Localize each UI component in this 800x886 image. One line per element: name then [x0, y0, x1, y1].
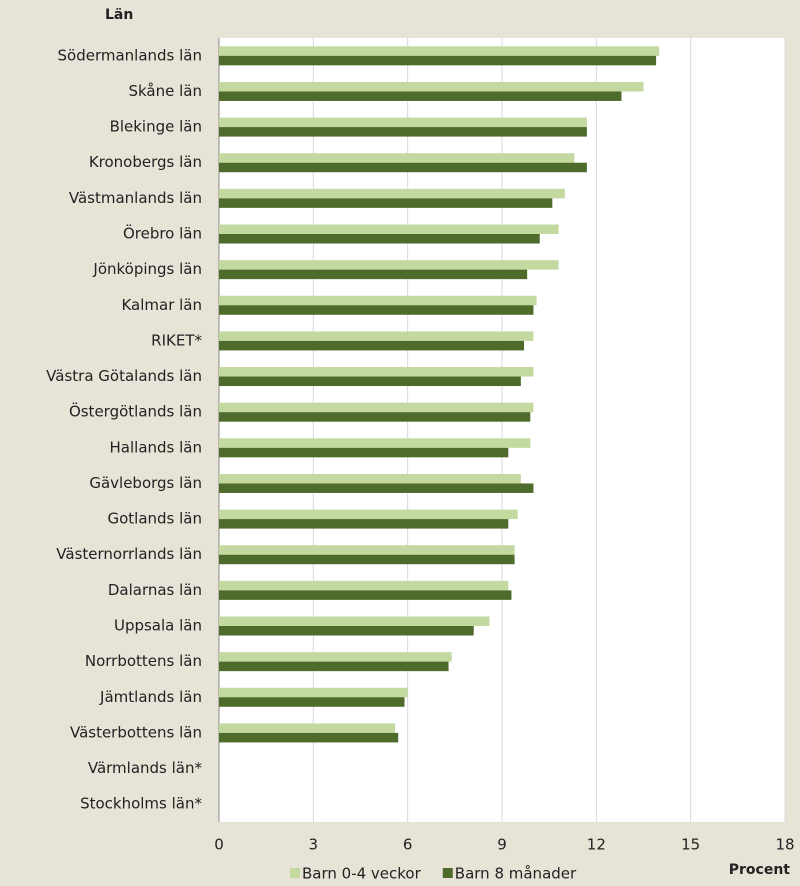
y-tick-label: Västernorrlands län — [56, 545, 202, 563]
bar — [219, 269, 528, 280]
bar — [219, 626, 474, 636]
legend-label: Barn 0-4 veckor — [302, 865, 422, 883]
y-tick-label: Gotlands län — [107, 510, 202, 528]
bar — [219, 234, 540, 244]
y-tick-label: Gävleborgs län — [89, 474, 202, 492]
bar — [219, 697, 405, 707]
y-tick-label: Kronobergs län — [89, 153, 202, 171]
bar — [219, 447, 509, 458]
x-tick-label: 3 — [309, 836, 319, 854]
y-tick-label: Örebro län — [123, 224, 202, 243]
x-tick-label: 18 — [775, 836, 794, 854]
bar — [219, 473, 521, 484]
y-tick-label: Norrbottens län — [85, 652, 202, 670]
bar — [219, 580, 509, 591]
y-tick-label: Stockholms län* — [80, 795, 202, 813]
x-tick-label: 12 — [587, 836, 606, 854]
y-tick-label: Östergötlands län — [69, 402, 202, 421]
bar — [219, 305, 534, 315]
bar — [219, 723, 396, 733]
bar — [219, 376, 521, 387]
bar — [219, 91, 622, 101]
bar — [219, 55, 657, 66]
bar — [219, 81, 644, 92]
y-tick-label: Västra Götalands län — [46, 367, 202, 385]
y-tick-label: Jönköpings län — [92, 260, 202, 278]
bar — [219, 162, 587, 173]
y-tick-label: Skåne län — [128, 82, 202, 100]
bar — [219, 117, 587, 128]
bar — [219, 509, 518, 520]
bar — [219, 732, 399, 743]
bar — [219, 260, 559, 270]
bar — [219, 295, 537, 306]
bar — [219, 519, 509, 529]
y-tick-label: RIKET* — [151, 331, 202, 349]
bar — [219, 661, 449, 672]
bar — [219, 554, 515, 565]
bar — [219, 483, 534, 493]
x-tick-label: 15 — [681, 836, 700, 854]
bar — [219, 616, 490, 626]
bar — [219, 153, 575, 163]
bar — [219, 331, 534, 341]
y-tick-label: Södermanlands län — [58, 46, 203, 64]
x-tick-label: 0 — [214, 836, 224, 854]
y-tick-label: Västerbottens län — [70, 723, 202, 741]
bar — [219, 188, 565, 199]
bar — [219, 412, 531, 422]
bar — [219, 652, 452, 662]
bar — [219, 438, 531, 448]
y-tick-label: Uppsala län — [114, 617, 202, 635]
x-axis-label: Procent — [729, 862, 791, 878]
x-tick-label: 9 — [497, 836, 507, 854]
y-tick-label: Dalarnas län — [108, 581, 202, 599]
legend-swatch — [442, 868, 453, 878]
y-tick-label: Jämtlands län — [99, 688, 202, 706]
y-tick-label: Kalmar län — [121, 296, 202, 314]
bar — [219, 224, 559, 234]
bar — [219, 46, 660, 56]
bar — [219, 402, 534, 413]
bar — [219, 198, 553, 208]
bar — [219, 127, 587, 137]
y-axis-label: Län — [105, 7, 133, 23]
bar — [219, 340, 525, 351]
y-tick-label: Västmanlands län — [69, 189, 202, 207]
legend-swatch — [290, 868, 300, 878]
y-tick-label: Värmlands län* — [88, 759, 203, 777]
bar — [219, 687, 408, 698]
x-tick-label: 6 — [403, 836, 413, 854]
y-tick-label: Blekinge län — [110, 118, 202, 136]
bar — [219, 590, 512, 600]
bar — [219, 367, 534, 377]
legend-label: Barn 8 månader — [455, 865, 577, 883]
y-tick-label: Hallands län — [110, 438, 202, 456]
bar — [219, 545, 515, 555]
